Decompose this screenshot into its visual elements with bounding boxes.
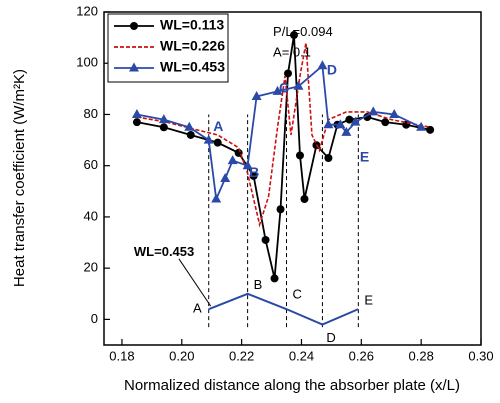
point <box>381 118 390 127</box>
point <box>203 134 214 144</box>
annotation: E <box>360 149 369 165</box>
annotation: P/L=0.094 <box>273 24 333 39</box>
profile-point-label: B <box>254 277 263 292</box>
x-tick-label: 0.20 <box>169 348 194 363</box>
point <box>213 138 222 147</box>
x-tick-label: 0.18 <box>109 348 134 363</box>
x-tick-label: 0.22 <box>229 348 254 363</box>
point <box>276 205 285 214</box>
x-tick-label: 0.24 <box>289 348 314 363</box>
legend-marker <box>130 22 138 30</box>
y-tick-label: 40 <box>84 208 98 223</box>
series-line <box>136 42 431 228</box>
annotation: B <box>249 164 259 180</box>
profile-point-label: D <box>326 330 335 345</box>
annotation: A= 0.1 <box>273 44 311 59</box>
point <box>293 80 304 90</box>
point <box>324 154 333 163</box>
point <box>317 60 328 70</box>
point <box>350 116 361 126</box>
point <box>249 171 258 180</box>
point <box>295 151 304 160</box>
point <box>335 119 346 129</box>
x-axis-title: Normalized distance along the absorber p… <box>124 377 460 394</box>
profile-point-label: C <box>293 287 302 302</box>
point <box>300 194 309 203</box>
profile-line <box>208 292 359 326</box>
point <box>132 118 141 127</box>
profile-point-label: E <box>364 293 373 308</box>
legend-label: WL=0.113 <box>160 17 224 33</box>
profile-label: WL=0.453 <box>134 244 194 259</box>
annotation: D <box>327 62 337 78</box>
point <box>284 69 293 78</box>
profile-point-label: A <box>193 301 202 316</box>
point <box>184 121 195 131</box>
point <box>341 126 352 136</box>
y-tick-label: 100 <box>76 55 98 70</box>
legend-label: WL=0.226 <box>160 38 225 54</box>
y-tick-label: 0 <box>91 311 98 326</box>
point <box>345 115 354 124</box>
point <box>211 193 222 203</box>
point <box>220 173 231 182</box>
point <box>272 85 283 95</box>
point <box>426 125 435 134</box>
y-tick-label: 80 <box>84 106 98 121</box>
annotation: A <box>213 118 223 134</box>
plot-frame <box>103 11 482 346</box>
profile-arrow <box>178 258 212 307</box>
point <box>270 274 279 283</box>
point <box>368 106 379 116</box>
y-tick-label: 120 <box>76 3 98 18</box>
x-tick-label: 0.30 <box>468 348 493 363</box>
point <box>227 155 238 165</box>
point <box>186 130 195 139</box>
point <box>251 91 262 101</box>
legend-label: WL=0.453 <box>160 59 225 75</box>
y-tick-label: 20 <box>84 260 98 275</box>
point <box>242 160 253 170</box>
x-tick-label: 0.28 <box>409 348 434 363</box>
point <box>289 31 298 40</box>
y-axis-title: Heat transfer coefficient (W/m²K) <box>11 69 28 287</box>
point <box>389 108 400 118</box>
y-tick-label: 60 <box>84 157 98 172</box>
point <box>261 235 270 244</box>
point <box>131 108 142 118</box>
point <box>158 114 169 124</box>
point <box>323 119 334 129</box>
point <box>159 123 168 132</box>
point <box>416 121 427 131</box>
x-tick-label: 0.26 <box>349 348 374 363</box>
annotation: C <box>279 80 289 96</box>
legend-marker <box>129 62 139 72</box>
